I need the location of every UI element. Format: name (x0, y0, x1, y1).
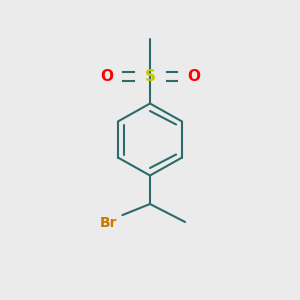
Text: O: O (100, 69, 113, 84)
Text: Br: Br (100, 216, 118, 230)
Text: O: O (187, 69, 200, 84)
Text: S: S (145, 69, 155, 84)
